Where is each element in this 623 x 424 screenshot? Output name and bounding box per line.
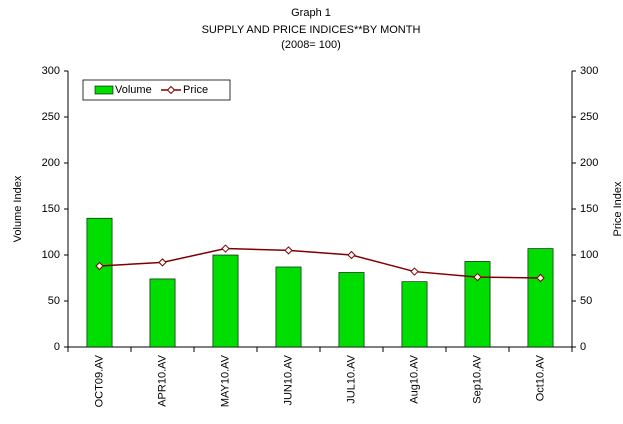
- price-line: [99, 247, 541, 279]
- x-tick-label: Sep10.AV: [471, 354, 483, 403]
- price-marker: [347, 250, 356, 260]
- bar: [149, 278, 176, 348]
- x-tick-label: OCT09.AV: [93, 354, 105, 407]
- y2-tick-label: 150: [580, 203, 598, 215]
- bar: [401, 281, 428, 348]
- x-tick-label: Aug10.AV: [408, 354, 420, 403]
- y-axis-label: Volume Index: [12, 175, 24, 242]
- bar: [275, 266, 302, 348]
- y-tick-label: 150: [42, 203, 60, 215]
- chart-title: Graph 1: [291, 7, 331, 19]
- bar: [212, 254, 239, 348]
- chart-subtitle: SUPPLY AND PRICE INDICES**BY MONTH: [202, 24, 421, 36]
- price-marker: [410, 267, 419, 276]
- x-tick-label: JUL10.AV: [345, 354, 357, 403]
- y2-tick-label: 0: [580, 341, 586, 353]
- price-marker: [284, 246, 293, 255]
- bar: [527, 248, 554, 348]
- y-tick-label: 0: [54, 341, 60, 353]
- price-marker: [221, 244, 230, 253]
- price-marker: [473, 272, 482, 282]
- y2-axis-label: Price Index: [612, 181, 623, 237]
- bar: [338, 272, 365, 348]
- y2-tick-label: 100: [580, 249, 598, 261]
- y2-tick-label: 250: [580, 111, 598, 123]
- x-tick-label: MAY10.AV: [219, 354, 231, 407]
- y-tick-label: 50: [48, 295, 60, 307]
- legend-box: [82, 79, 231, 101]
- legend-swatch: [94, 85, 114, 95]
- y2-tick-label: 200: [580, 157, 598, 169]
- price-marker: [158, 258, 167, 267]
- y-tick-label: 250: [42, 111, 60, 123]
- legend-label: Volume: [115, 84, 152, 96]
- legend-label: Price: [183, 84, 208, 96]
- y-tick-label: 100: [42, 249, 60, 261]
- price-marker: [536, 273, 545, 283]
- y-tick-label: 200: [42, 157, 60, 169]
- x-tick-label: Oct10.AV: [534, 354, 546, 401]
- chart-note: (2008= 100): [281, 39, 341, 51]
- bar: [86, 217, 113, 348]
- price-marker: [95, 261, 104, 271]
- legend-marker: [166, 85, 176, 95]
- y2-tick-label: 300: [580, 65, 598, 77]
- x-tick-label: APR10.AV: [156, 354, 168, 406]
- x-tick-label: JUN10.AV: [282, 354, 294, 405]
- y2-tick-label: 50: [580, 295, 592, 307]
- y-tick-label: 300: [42, 65, 60, 77]
